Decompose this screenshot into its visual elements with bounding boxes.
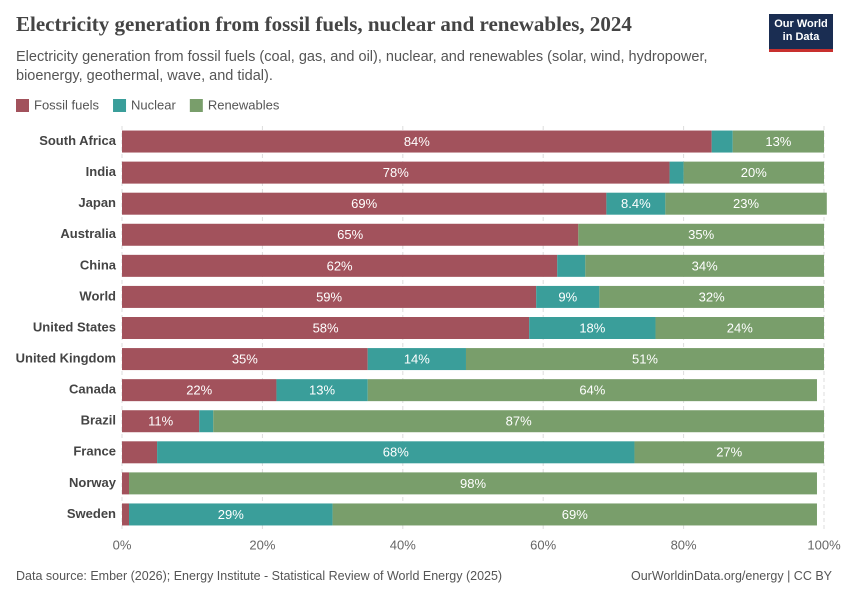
value-label: 58% [313, 320, 339, 335]
bar-segment [129, 503, 333, 526]
bar-segment [683, 161, 824, 184]
bar-segment [367, 348, 466, 371]
legend-swatch [16, 99, 29, 112]
value-label: 13% [765, 134, 791, 149]
x-tick-label: 80% [671, 537, 697, 552]
bar-segment [213, 410, 824, 433]
y-tick-label: United States [33, 319, 116, 334]
x-tick-label: 0% [113, 537, 132, 552]
value-label: 22% [186, 383, 212, 398]
bar-segment [665, 192, 827, 215]
legend-label: Renewables [208, 97, 280, 112]
value-label: 18% [579, 320, 605, 335]
y-tick-label: China [80, 257, 117, 272]
value-label: 69% [562, 507, 588, 522]
bar-segment [606, 192, 666, 215]
value-label: 11% [148, 414, 173, 429]
legend-label: Fossil fuels [34, 97, 100, 112]
bar-segment [199, 410, 214, 433]
bar-segment [367, 379, 817, 402]
value-label: 13% [309, 383, 335, 398]
bar-segment [129, 472, 817, 495]
y-tick-label: World [79, 288, 116, 303]
bar-segment [122, 472, 130, 495]
value-label: 23% [733, 196, 759, 211]
bar-segment [157, 441, 635, 464]
logo[interactable]: Our World in Data [769, 14, 833, 52]
bar-segment [332, 503, 817, 526]
bar-segment [122, 317, 530, 339]
value-label: 32% [699, 289, 725, 304]
credit[interactable]: OurWorldinData.org/energy | CC BY [630, 569, 832, 583]
value-label: 65% [337, 227, 363, 242]
chart: Fossil fuels Nuclear Renewables 0% 20% 40% 60%… [16, 97, 841, 552]
value-label: 27% [716, 445, 742, 460]
bar-segment [578, 223, 824, 246]
value-label: 59% [316, 289, 342, 304]
y-tick-label: Japan [78, 195, 116, 210]
bar-segment [599, 285, 824, 308]
bar-segment [669, 161, 684, 184]
bar-segment [529, 317, 656, 339]
x-tick-label: 60% [530, 537, 556, 552]
value-label: 87% [506, 414, 532, 429]
y-tick-label: India [86, 164, 117, 179]
value-label: 29% [218, 507, 244, 522]
value-label: 24% [727, 320, 753, 335]
bar-segment [732, 130, 824, 153]
value-label: 69% [351, 196, 377, 211]
bar-segment [711, 130, 733, 153]
bar-segment [465, 348, 824, 371]
value-label: 20% [741, 165, 767, 180]
bar-segment [122, 161, 670, 184]
legend-swatch [189, 99, 203, 112]
y-tick-label: Brazil [81, 413, 116, 428]
x-tick-label: 100% [807, 537, 841, 552]
y-tick-label: Norway [69, 475, 117, 490]
legend-swatch [113, 99, 127, 112]
bar-segment [655, 317, 824, 339]
value-label: 84% [404, 134, 430, 149]
bar-segment [122, 348, 368, 371]
value-label: 35% [232, 352, 258, 367]
bar-segment [634, 441, 824, 464]
value-label: 64% [579, 383, 605, 398]
bar-segment [122, 192, 607, 215]
bar-segment [122, 130, 712, 153]
y-tick-label: South Africa [39, 133, 117, 148]
bar-segment [122, 223, 579, 246]
y-tick-label: Australia [60, 226, 116, 241]
value-label: 8.4% [621, 196, 651, 211]
bar-segment [557, 254, 586, 277]
value-label: 35% [688, 227, 714, 242]
y-tick-label: United Kingdom [16, 351, 116, 366]
value-label: 62% [327, 258, 353, 273]
bar-segment [585, 254, 824, 277]
value-label: 78% [383, 165, 409, 180]
value-label: 98% [460, 476, 486, 491]
value-label: 51% [632, 352, 658, 367]
value-label: 34% [692, 258, 718, 273]
x-tick-label: 40% [390, 537, 416, 552]
bar-segment [536, 285, 600, 308]
bar-segment [122, 410, 200, 433]
bar-segment [122, 254, 558, 277]
value-label: 14% [404, 352, 430, 367]
legend-label: Nuclear [131, 97, 176, 112]
x-tick-label: 20% [249, 537, 275, 552]
bar-segment [122, 503, 130, 526]
source: Data source: Ember (2026); Energy Instit… [16, 569, 503, 583]
value-label: 68% [383, 445, 409, 460]
chart-title: Electricity generation from fossil fuels… [16, 12, 632, 36]
value-label: 9% [558, 289, 577, 304]
bar-segment [122, 441, 158, 464]
bar-segment [276, 379, 368, 402]
chart-subtitle: Electricity generation from fossil fuels… [16, 49, 708, 84]
y-tick-label: Canada [69, 382, 117, 397]
y-tick-label: Sweden [67, 506, 116, 521]
y-tick-label: France [73, 444, 116, 459]
bar-segment [122, 379, 277, 402]
bar-segment [122, 285, 537, 308]
